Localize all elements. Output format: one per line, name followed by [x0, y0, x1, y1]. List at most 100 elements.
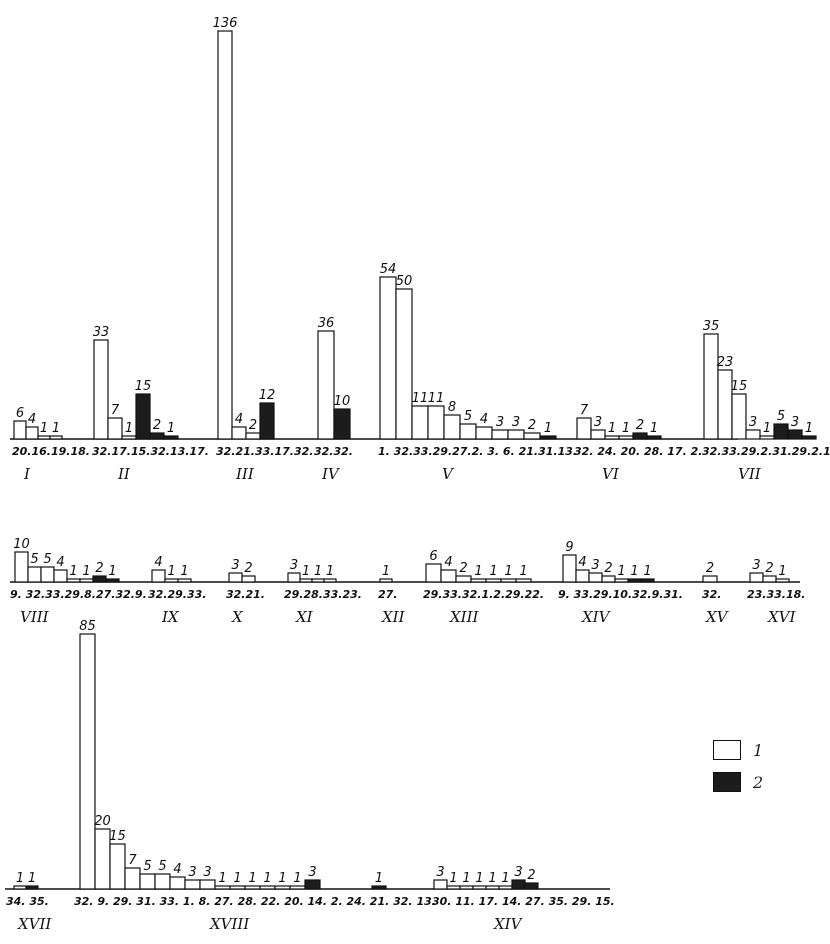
category-labels-g13: 29.33.32.1.2.29.22. — [423, 588, 544, 601]
bar-g2-4 — [135, 393, 151, 440]
bar-g6-6 — [646, 435, 662, 440]
bar-g1-3 — [37, 435, 51, 440]
bar-value-label: 2 — [706, 561, 714, 576]
bar-value-label: 1 — [218, 871, 226, 886]
bar-value-label: 1 — [248, 871, 256, 886]
category-labels-g8: 9. 32.33.29.8.27.32.9. — [10, 588, 147, 601]
bar-value-label: 1 — [474, 564, 482, 579]
category-labels-g12: 27. — [378, 588, 398, 601]
bar-value-label: 7 — [111, 403, 120, 418]
bar-value-label: 1 — [501, 871, 509, 886]
bar-g18-11 — [229, 885, 246, 890]
group-label-14: XIV — [581, 608, 612, 626]
bar-value-label: 1 — [302, 564, 310, 579]
bar-value-label: 2 — [153, 418, 161, 433]
bar-value-label: 3 — [231, 558, 239, 573]
bar-value-label: 15 — [135, 379, 152, 394]
bar-g7-5 — [759, 435, 775, 440]
bar-g14-7 — [640, 578, 655, 583]
legend: 1 2 — [713, 737, 813, 801]
bar-value-label: 20 — [94, 814, 111, 829]
bar-g20-8 — [524, 882, 539, 890]
group-label-10: X — [231, 608, 244, 626]
group-label-8: VIII — [20, 608, 50, 626]
bar-g5-4 — [427, 405, 445, 440]
bar-g13-1 — [425, 563, 442, 583]
legend-swatch-dark — [713, 772, 741, 792]
bar-value-label: 36 — [318, 316, 335, 331]
bar-g18-8 — [184, 879, 201, 890]
bar-g2-2 — [107, 417, 123, 440]
bar-value-label: 1 — [40, 421, 48, 436]
bar-g13-5 — [485, 578, 502, 583]
bar-g20-4 — [472, 885, 487, 890]
bar-g8-6 — [79, 578, 94, 583]
bar-g14-1 — [562, 554, 577, 583]
bar-g20-3 — [459, 885, 474, 890]
group-label-3: III — [235, 465, 255, 483]
bar-g3-2 — [231, 426, 247, 440]
bar-value-label: 1 — [382, 564, 390, 579]
legend-swatch-white — [713, 740, 741, 760]
group-label-20: XIV — [493, 915, 524, 933]
bar-value-label: 1 — [314, 564, 322, 579]
category-labels-g10: 32.21. — [226, 588, 265, 601]
bar-value-label: 6 — [429, 549, 437, 564]
bar-value-label: 3 — [752, 558, 760, 573]
bar-g18-3 — [109, 843, 126, 890]
bar-g8-8 — [105, 578, 120, 583]
bar-value-label: 2 — [527, 868, 535, 883]
legend-entry-2: 2 — [713, 769, 813, 795]
bar-g4-2 — [333, 408, 351, 440]
bar-value-label: 1 — [293, 871, 301, 886]
bar-g5-11 — [539, 435, 557, 440]
group-label-11: XI — [295, 608, 314, 626]
category-labels-g18: 32. 9. 29. 31. 33. 1. 8. 27. 28. 22. 20.… — [74, 895, 436, 908]
bar-g5-5 — [443, 414, 461, 440]
bar-g18-2 — [94, 828, 111, 890]
bar-g6-2 — [590, 429, 606, 440]
bar-g18-1 — [79, 633, 96, 890]
bar-g7-3 — [731, 393, 747, 440]
legend-label-1: 1 — [753, 740, 764, 760]
bar-value-label: 1 — [608, 421, 616, 436]
bar-value-label: 3 — [496, 415, 504, 430]
bar-g5-3 — [411, 405, 429, 440]
bar-value-label: 15 — [731, 379, 748, 394]
bar-g3-1 — [217, 30, 233, 440]
bar-value-label: 4 — [154, 555, 162, 570]
bar-value-label: 1 — [180, 564, 188, 579]
bar-g5-8 — [491, 429, 509, 440]
category-labels-g7: 32.33.29.2.31.29.2.14. — [702, 445, 830, 458]
bar-g11-3 — [311, 578, 325, 583]
bar-g5-10 — [523, 432, 541, 440]
bar-value-label: 5 — [777, 409, 785, 424]
bar-g13-7 — [515, 578, 532, 583]
group-label-6: VI — [602, 465, 620, 483]
bar-g7-7 — [787, 429, 803, 440]
bar-g11-1 — [287, 572, 301, 583]
bar-value-label: 1 — [630, 564, 638, 579]
bar-g3-4 — [259, 402, 275, 440]
bar-g7-6 — [773, 423, 789, 440]
category-labels-g11: 29.28.33.23. — [284, 588, 362, 601]
category-labels-g6: 32. 24. 20. 28. 17. 2. — [574, 445, 702, 458]
bar-value-label: 3 — [203, 865, 211, 880]
bar-value-label: 7 — [128, 853, 137, 868]
bar-value-label: 2 — [604, 561, 612, 576]
bar-g14-2 — [575, 569, 590, 583]
bar-g1-4 — [49, 435, 63, 440]
bar-value-label: 2 — [249, 418, 257, 433]
bar-g4-1 — [317, 330, 335, 440]
bar-value-label: 4 — [173, 862, 181, 877]
bar-value-label: 4 — [235, 412, 243, 427]
bar-value-label: 50 — [396, 274, 413, 289]
bar-value-label: 2 — [636, 418, 644, 433]
bar-value-label: 1 — [504, 564, 512, 579]
bar-g15-1 — [702, 575, 718, 583]
category-labels-g3: 32.21.33.17.32. — [216, 445, 313, 458]
category-labels-g4: 32.32. — [314, 445, 353, 458]
bar-g18-6 — [154, 873, 171, 890]
bar-g6-4 — [618, 435, 634, 440]
bar-g13-3 — [455, 575, 472, 583]
